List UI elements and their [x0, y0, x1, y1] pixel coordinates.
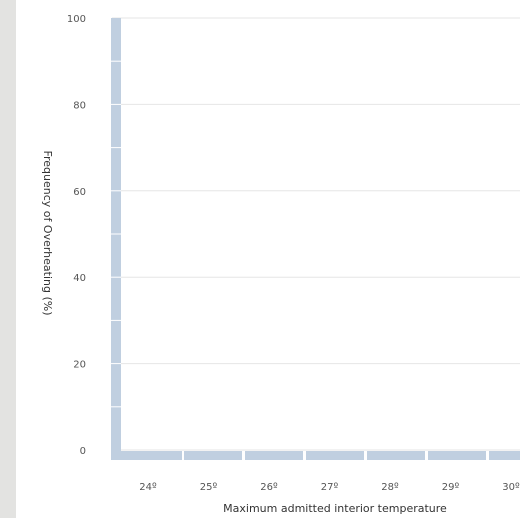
chart-panel — [16, 0, 520, 518]
x-axis-title: Maximum admitted interior temperature — [223, 502, 447, 515]
y-axis-title: Frequency of Overheating (%) — [41, 150, 54, 315]
x-axis-ticks: 24º 25º 26º 27º 28º 29º 30º — [139, 482, 520, 493]
x-tick-label: 24º — [139, 482, 157, 493]
y-axis-segment-gap — [111, 233, 121, 235]
x-axis-segment — [184, 451, 242, 460]
y-tick-label: 0 — [80, 446, 86, 457]
x-tick-label: 29º — [442, 482, 460, 493]
x-axis-line — [111, 60, 520, 460]
y-axis-segment-gap — [111, 147, 121, 149]
x-axis-segment — [121, 451, 182, 460]
y-tick-label: 20 — [73, 360, 86, 371]
y-axis-segment-gap — [111, 406, 121, 408]
y-axis-segment-gap — [111, 190, 121, 192]
y-tick-label: 100 — [67, 14, 86, 25]
x-tick-label: 30º — [502, 482, 520, 493]
y-axis-segment-gap — [111, 276, 121, 278]
x-axis-segment — [245, 451, 303, 460]
x-axis-segment — [306, 451, 364, 460]
y-axis-segment-gap — [111, 319, 121, 321]
y-tick-label: 80 — [73, 100, 86, 111]
x-axis-segment — [367, 451, 425, 460]
y-axis-segment-gap — [111, 103, 121, 105]
x-axis-segment — [428, 451, 486, 460]
grid-lines — [121, 17, 520, 451]
x-tick-label: 26º — [260, 482, 278, 493]
x-tick-label: 27º — [321, 482, 339, 493]
x-tick-label: 25º — [200, 482, 218, 493]
x-axis-segment — [489, 451, 520, 460]
y-tick-label: 60 — [73, 187, 86, 198]
x-tick-label: 28º — [381, 482, 399, 493]
y-tick-label: 40 — [73, 273, 86, 284]
y-axis-line — [111, 18, 121, 460]
y-axis-segment-gap — [111, 363, 121, 365]
y-axis-segment-gap — [111, 60, 121, 62]
